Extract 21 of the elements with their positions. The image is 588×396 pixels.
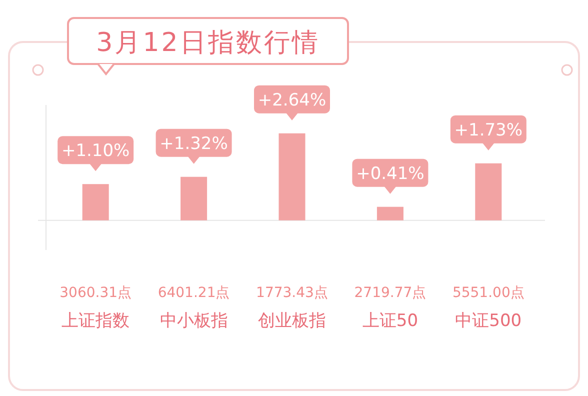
- chart-title: 3月12日指数行情: [96, 28, 320, 58]
- bar: [180, 176, 208, 220]
- bar: [376, 206, 404, 220]
- data-label: +0.41%: [356, 164, 424, 184]
- data-label: +1.32%: [160, 134, 228, 154]
- text: 5551.00点: [452, 285, 524, 301]
- data-label: +2.64%: [258, 90, 326, 110]
- bar: [82, 184, 109, 220]
- text: 1773.43点: [256, 285, 328, 301]
- x-tick-label: 中小板指: [160, 311, 228, 331]
- x-tick-label: 中证500: [455, 311, 522, 331]
- bar: [475, 163, 502, 220]
- text: 6401.21点: [158, 285, 230, 301]
- x-tick-label: 上证50: [362, 311, 418, 331]
- data-label: +1.10%: [61, 141, 130, 162]
- x-tick-label: 上证指数: [62, 311, 130, 331]
- bar: [278, 133, 306, 220]
- data-label: +1.73%: [454, 120, 523, 140]
- text: 3060.31点: [60, 285, 132, 301]
- x-tick-label: 创业板指: [258, 311, 326, 331]
- text: 2719.77点: [354, 285, 426, 301]
